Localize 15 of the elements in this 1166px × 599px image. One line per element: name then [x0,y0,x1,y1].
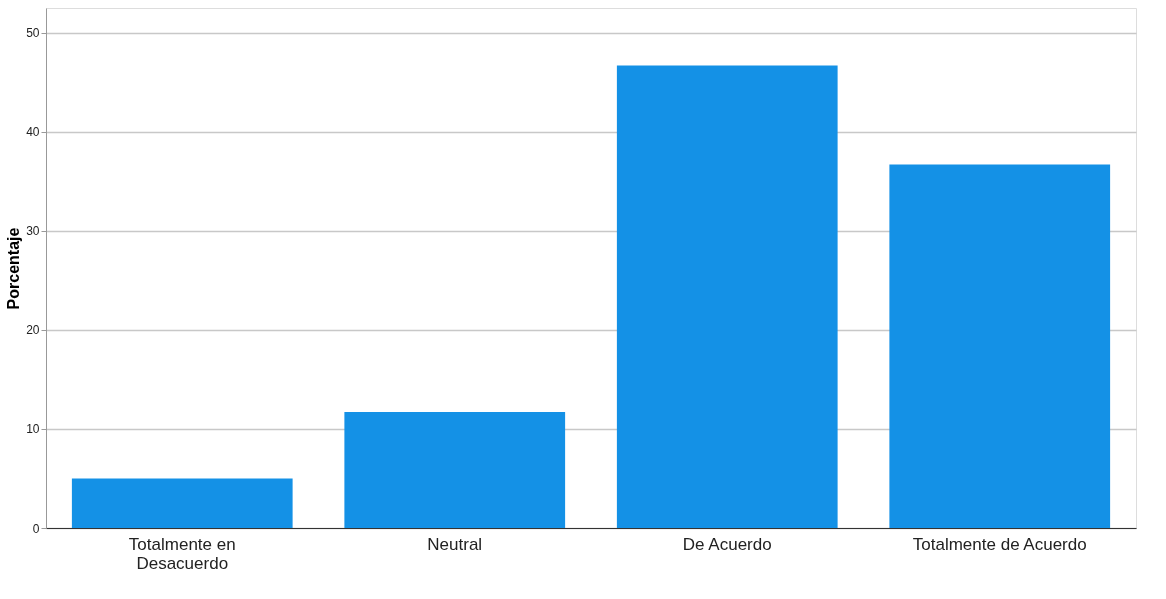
y-tick-label: 50 [26,26,40,41]
y-axis-title: Porcentaje [5,227,23,310]
y-tick-label: 0 [32,521,40,536]
x-tick-label: Neutral [427,534,483,554]
y-tick-label: 40 [26,125,40,140]
y-tick-label: 30 [26,224,40,239]
bar [889,164,1111,528]
bar [616,65,838,528]
bar [344,412,566,528]
x-tick-label: Totalmente de Acuerdo [912,534,1087,554]
y-tick-label: 20 [26,323,40,338]
bar [71,478,293,528]
x-tick-label: De Acuerdo [682,534,772,554]
x-tick-label: Totalmente en Desacuerdo [128,534,236,573]
y-tick-label: 10 [26,422,40,437]
